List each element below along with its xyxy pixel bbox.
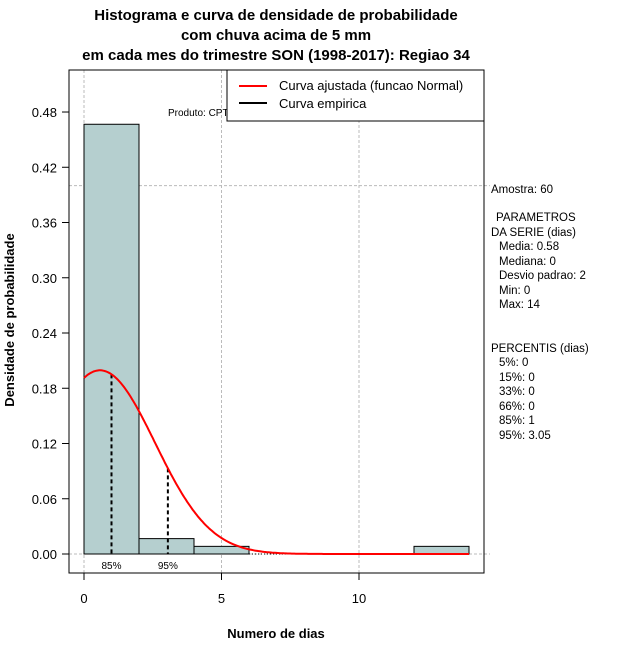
normal-curve — [83, 369, 469, 555]
chart-title-line-1: Histograma e curva de densidade de proba… — [94, 7, 457, 24]
percentis-title: PERCENTIS (dias) — [491, 343, 589, 355]
percentil-15: 15%: 0 — [499, 372, 535, 384]
y-axis-label: Densidade de probabilidade — [2, 233, 17, 406]
axes: 0 5 10 0.00 0.06 0.12 0.18 0.24 0.30 0.36 0.42 0.48 — [32, 105, 367, 606]
histogram-bar — [138, 538, 195, 555]
percentil-33: 33%: 0 — [499, 386, 535, 398]
histogram-bars — [83, 123, 470, 555]
y-tick-label: 0.06 — [32, 492, 57, 507]
param-max: Max: 14 — [499, 299, 541, 311]
x-tick-label: 5 — [218, 591, 225, 606]
y-tick-label: 0.36 — [32, 216, 57, 231]
y-tick-label: 0.48 — [32, 105, 57, 120]
percentil-85: 85%: 1 — [499, 415, 535, 427]
legend-box — [226, 69, 485, 122]
producer-annotation: Produto: CPTEC/INPE — [168, 108, 269, 119]
param-media: Media: 0.58 — [499, 241, 559, 253]
params-title-1: PARAMETROS — [496, 212, 576, 224]
percentil-95: 95%: 3.05 — [499, 430, 551, 442]
side-panel: Amostra: 60 PARAMETROS DA SERIE (dias) M… — [491, 184, 589, 442]
percentile-label: 95% — [158, 561, 178, 572]
percentile-label: 85% — [101, 561, 121, 572]
percentil-5: 5%: 0 — [499, 357, 528, 369]
percentil-66: 66%: 0 — [499, 401, 535, 413]
legend-label-empirical: Curva empirica — [279, 96, 367, 111]
x-axis-label: Numero de dias — [227, 626, 325, 641]
sample-size: Amostra: 60 — [491, 184, 553, 196]
y-tick-label: 0.00 — [32, 547, 57, 562]
chart-title-line-3: em cada mes do trimestre SON (1998-2017)… — [82, 47, 470, 64]
legend-label-normal: Curva ajustada (funcao Normal) — [279, 78, 463, 93]
histogram-bar — [413, 545, 470, 555]
y-tick-label: 0.30 — [32, 271, 57, 286]
x-tick-label: 0 — [80, 591, 87, 606]
param-min: Min: 0 — [499, 285, 530, 297]
legend: Curva ajustada (funcao Normal) Curva emp… — [226, 69, 485, 122]
y-tick-label: 0.12 — [32, 437, 57, 452]
param-desvio: Desvio padrao: 2 — [499, 270, 586, 282]
params-title-2: DA SERIE (dias) — [491, 227, 576, 239]
y-tick-label: 0.24 — [32, 326, 57, 341]
y-tick-label: 0.42 — [32, 160, 57, 175]
x-tick-label: 10 — [352, 591, 366, 606]
chart-title-line-2: com chuva acima de 5 mm — [181, 27, 371, 44]
param-mediana: Mediana: 0 — [499, 256, 556, 268]
percentile-markers: 85% 95% — [101, 374, 178, 572]
y-tick-label: 0.18 — [32, 381, 57, 396]
